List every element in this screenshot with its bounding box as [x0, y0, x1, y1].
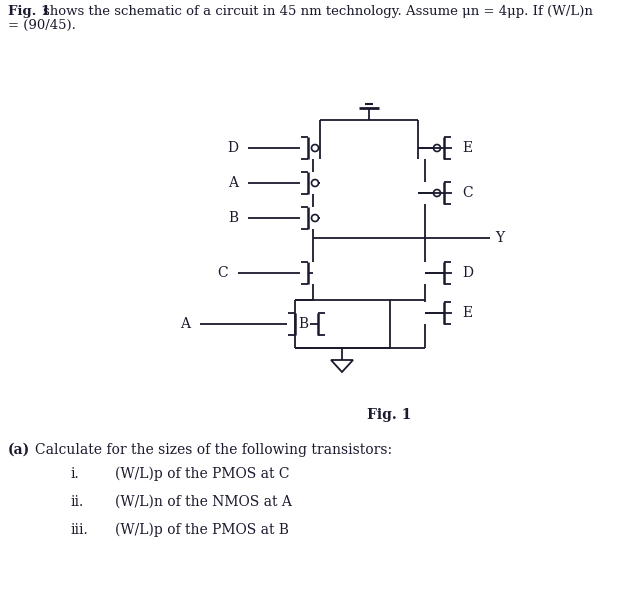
- Text: B: B: [228, 211, 238, 225]
- Text: D: D: [462, 266, 473, 280]
- Text: B: B: [298, 317, 308, 331]
- Text: i.: i.: [70, 467, 79, 481]
- Text: Y: Y: [495, 231, 504, 245]
- Text: (a): (a): [8, 443, 30, 457]
- Text: Calculate for the sizes of the following transistors:: Calculate for the sizes of the following…: [35, 443, 392, 457]
- Text: ii.: ii.: [70, 495, 83, 509]
- Text: E: E: [462, 141, 472, 155]
- Text: (W/L)p of the PMOS at B: (W/L)p of the PMOS at B: [115, 523, 289, 537]
- Text: C: C: [462, 186, 472, 200]
- Text: iii.: iii.: [70, 523, 88, 537]
- Text: shows the schematic of a circuit in 45 nm technology. Assume μn = 4μp. If (W/L)n: shows the schematic of a circuit in 45 n…: [43, 5, 593, 18]
- Text: Fig. 1: Fig. 1: [367, 408, 411, 422]
- Text: A: A: [228, 176, 238, 190]
- Text: A: A: [180, 317, 190, 331]
- Text: (W/L)n of the NMOS at A: (W/L)n of the NMOS at A: [115, 495, 292, 509]
- Text: D: D: [227, 141, 238, 155]
- Text: = (90/45).: = (90/45).: [8, 19, 76, 32]
- Text: E: E: [462, 306, 472, 320]
- Text: Fig. 1: Fig. 1: [8, 5, 50, 18]
- Text: C: C: [218, 266, 228, 280]
- Text: (W/L)p of the PMOS at C: (W/L)p of the PMOS at C: [115, 467, 289, 481]
